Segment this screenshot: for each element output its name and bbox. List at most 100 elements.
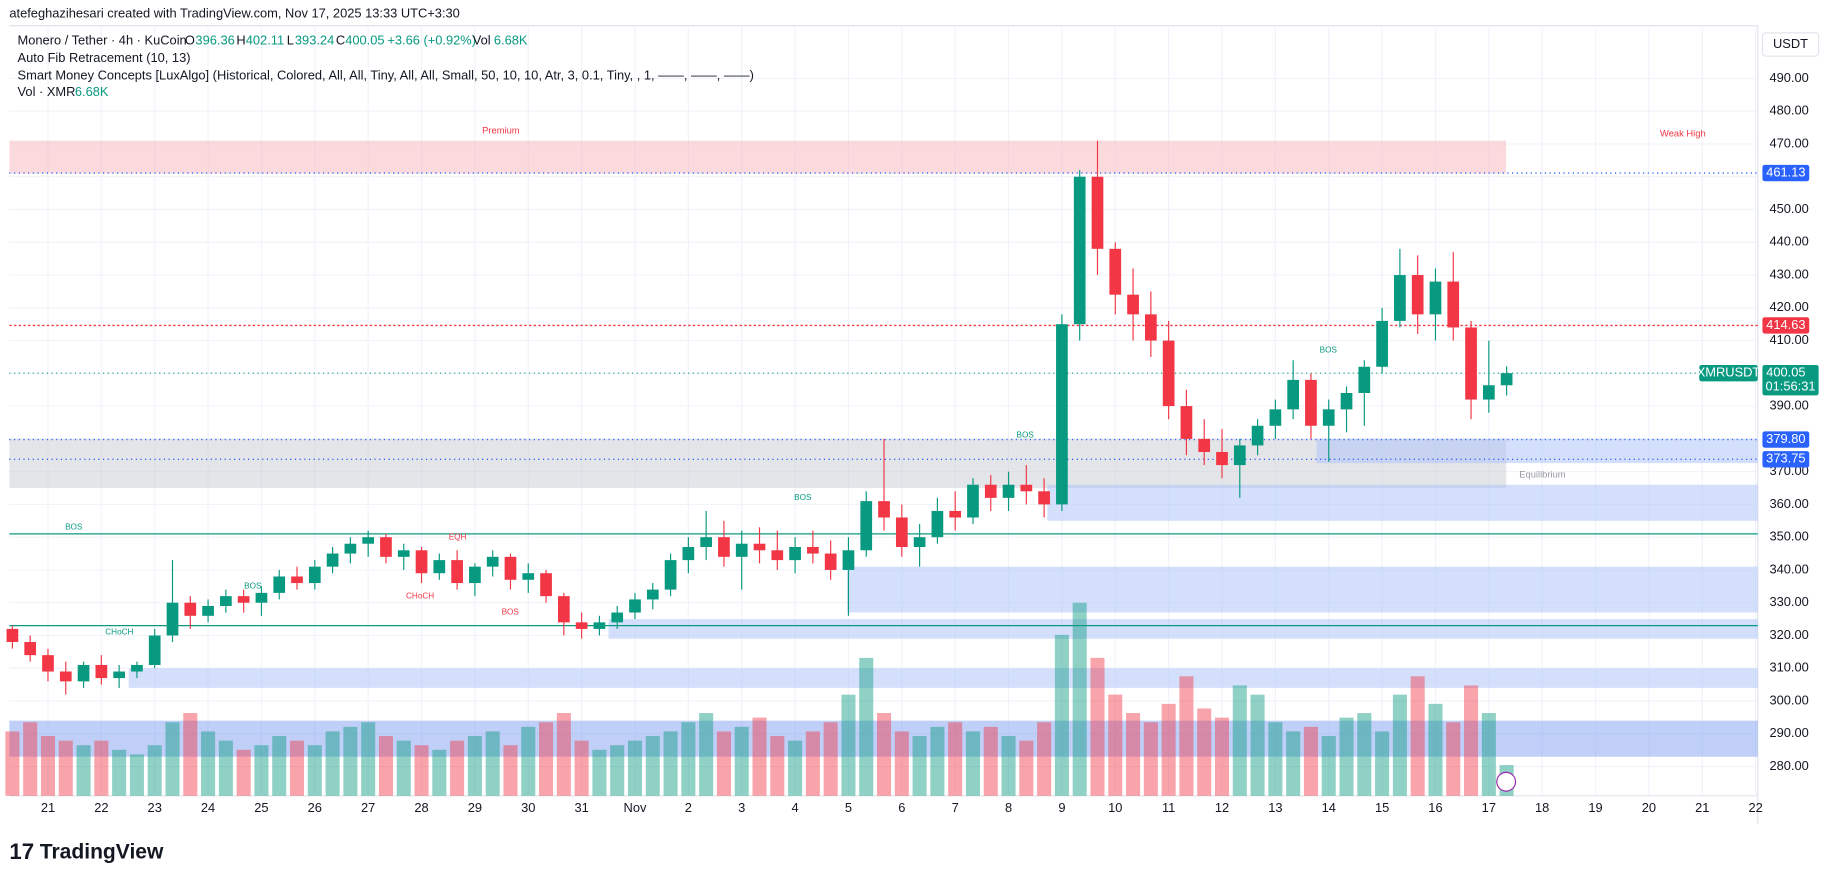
volume-bar — [1126, 713, 1141, 796]
candle-body — [700, 537, 712, 548]
volume-bar — [894, 731, 909, 796]
x-tick-label: 30 — [521, 800, 535, 815]
change: +3.66 (+0.92%) — [387, 32, 476, 47]
candle-body — [1322, 409, 1335, 426]
indicator: Auto Fib Retracement (10, 13) — [18, 50, 191, 65]
volume-bar — [1303, 726, 1318, 796]
vol-label: Vol · XMR — [18, 84, 76, 99]
y-tick-label: 300.00 — [1769, 692, 1808, 707]
volume-bar — [948, 722, 963, 796]
volume-bar — [343, 726, 358, 796]
volume-bar — [23, 722, 38, 796]
volume-bar — [76, 745, 91, 796]
candle-body — [753, 543, 766, 551]
price-tag-label: 379.80 — [1766, 431, 1805, 446]
annotation: BOS — [502, 608, 520, 617]
volume-bar — [788, 740, 803, 796]
candle-body — [344, 543, 357, 554]
volume-bar — [1232, 685, 1247, 796]
volume-bar — [1072, 602, 1087, 796]
candle-body — [131, 664, 143, 672]
volume-bar — [467, 736, 482, 796]
volume-bar — [432, 749, 447, 796]
candle-body — [593, 622, 606, 629]
y-tick-label: 350.00 — [1769, 529, 1808, 544]
price-tag-label: 373.75 — [1766, 451, 1805, 466]
volume-bar — [450, 740, 465, 796]
volume-bar — [378, 736, 393, 796]
o-key: O — [185, 32, 195, 47]
vol-key: Vol — [473, 32, 491, 47]
candle-body — [59, 671, 72, 682]
volume-bar — [521, 726, 536, 796]
volume-bar — [58, 740, 73, 796]
candle-body — [1447, 281, 1460, 328]
y-tick-label: 440.00 — [1769, 234, 1808, 249]
candle-body — [718, 537, 730, 557]
volume-bar — [1090, 657, 1105, 796]
volume-bar — [681, 722, 696, 796]
candle-body — [220, 596, 232, 606]
candle-body — [1073, 176, 1086, 325]
candle-body — [557, 596, 570, 623]
volume-bar — [734, 726, 749, 796]
candle-body — [611, 612, 624, 623]
currency[interactable]: USDT — [1773, 36, 1808, 51]
annotation: Equilibrium — [1519, 469, 1565, 479]
candle-body — [1198, 438, 1211, 452]
candle-body — [486, 556, 499, 567]
candle-body — [24, 642, 37, 656]
volume-bar — [1286, 731, 1301, 796]
volume-bar — [1481, 713, 1496, 796]
l-key: L — [287, 32, 294, 47]
candle-body — [1411, 275, 1424, 315]
credit: atefeghazihesari created with TradingVie… — [9, 5, 459, 20]
indicator: Smart Money Concepts [LuxAlgo] (Historic… — [18, 67, 754, 82]
volume-bar — [965, 731, 980, 796]
candle-body — [1216, 451, 1228, 466]
candle-body — [1091, 176, 1104, 249]
candle-body — [273, 576, 286, 593]
candle-body — [113, 671, 125, 679]
replay-icon[interactable] — [1496, 771, 1517, 792]
x-tick-label: 22 — [1748, 800, 1762, 815]
candle-body — [735, 543, 748, 557]
candle-body — [166, 602, 179, 636]
candle-body — [540, 573, 552, 597]
x-tick-label: 3 — [738, 800, 745, 815]
volume-bar — [165, 722, 180, 796]
volume-bar — [663, 731, 678, 796]
candle-body — [913, 537, 926, 548]
volume-bar — [1428, 703, 1443, 796]
volume-bar — [94, 740, 109, 796]
candle-body — [931, 510, 944, 538]
volume-bar — [805, 731, 820, 796]
currency-box[interactable] — [1761, 32, 1820, 57]
candle-body — [1358, 366, 1371, 393]
volume-bar — [770, 736, 785, 796]
candle-body — [1305, 379, 1317, 426]
volume-bar — [1375, 731, 1390, 796]
volume-bar — [859, 657, 874, 796]
candle-body — [967, 484, 979, 518]
volume-bar — [147, 745, 162, 796]
price-tag — [1762, 431, 1810, 448]
candle-body — [1269, 409, 1282, 426]
annotation: EQH — [449, 532, 467, 541]
x-tick-label: 16 — [1428, 800, 1442, 815]
candle-body — [308, 566, 321, 584]
y-tick-label: 340.00 — [1769, 561, 1808, 576]
volume-bar — [1179, 676, 1194, 796]
x-tick-label: 14 — [1322, 800, 1336, 815]
volume-bar — [752, 717, 767, 796]
candle-body — [646, 589, 659, 600]
candle-body — [1038, 491, 1050, 505]
candle-body — [1180, 406, 1193, 439]
zone — [608, 619, 1758, 639]
zone — [9, 720, 1758, 757]
x-tick-label: 26 — [308, 800, 322, 815]
volume-bar — [592, 749, 607, 796]
price-tag — [1762, 451, 1810, 468]
volume-bar — [503, 745, 518, 796]
